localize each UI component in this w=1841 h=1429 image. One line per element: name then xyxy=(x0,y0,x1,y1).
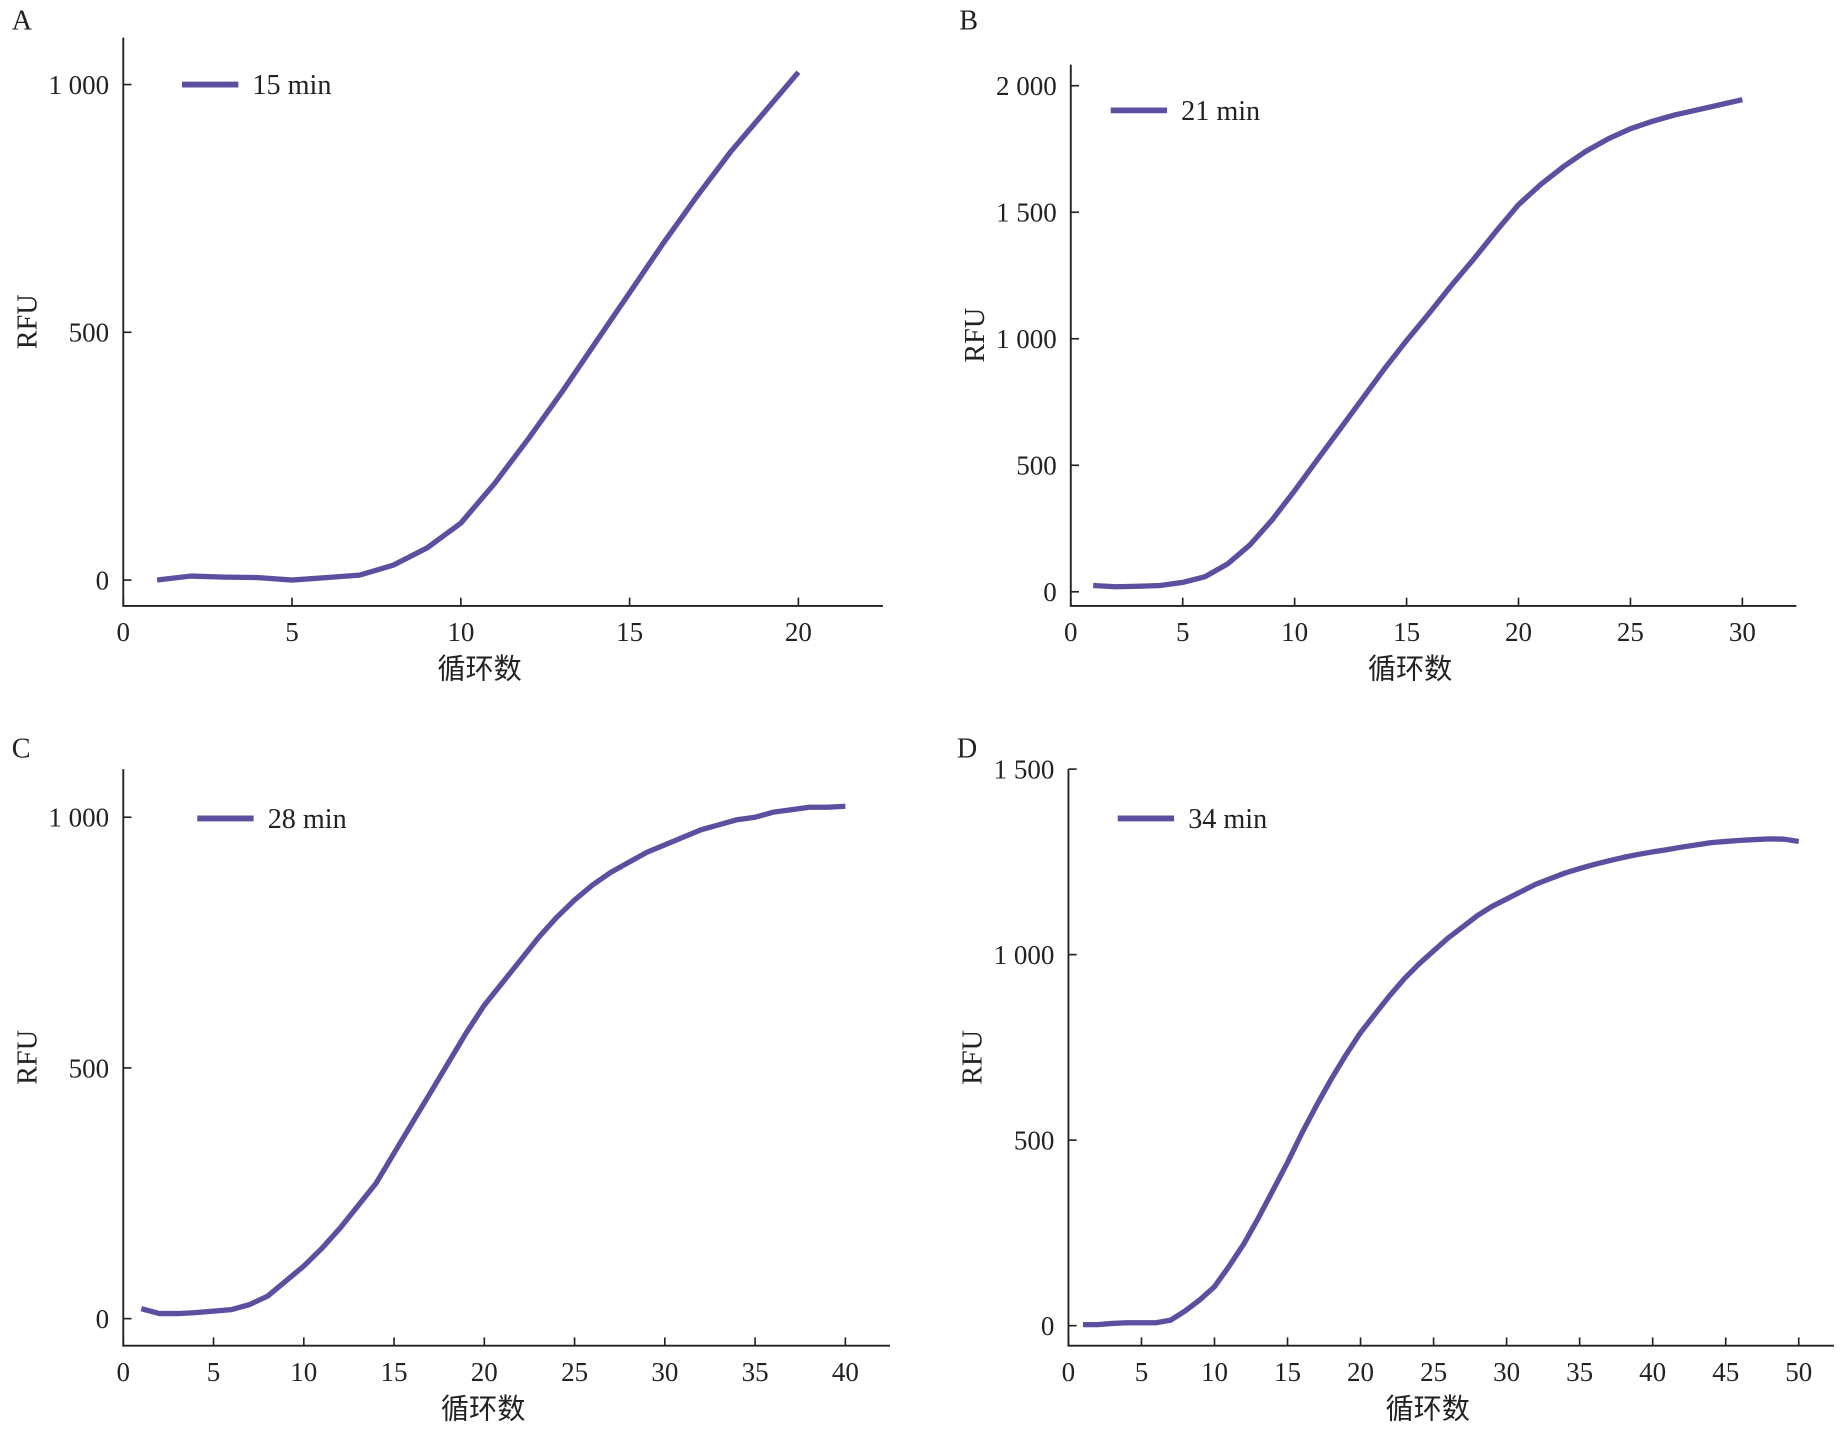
y-tick-label: 1 500 xyxy=(994,754,1055,784)
y-tick-label: 500 xyxy=(69,318,109,348)
panel-c: C 0 5 10 15 20 25 30 35 40 0 500 1 000 循环数 RFU 28 min xyxy=(12,733,890,1425)
panel-label: D xyxy=(957,733,977,764)
x-tick-label: 20 xyxy=(1505,617,1532,647)
series-line xyxy=(140,803,846,1317)
x-tick-label: 10 xyxy=(1281,617,1308,647)
y-tick-label: 1 000 xyxy=(996,324,1057,354)
x-tick-label: 15 xyxy=(381,1357,408,1387)
x-tick-label: 30 xyxy=(1729,617,1756,647)
legend-label: 28 min xyxy=(268,804,347,835)
x-tick-label: 5 xyxy=(1176,617,1189,647)
axes xyxy=(122,769,890,1347)
axes xyxy=(1069,64,1797,607)
panel-label: B xyxy=(959,5,978,36)
y-tick-label: 1 000 xyxy=(48,70,109,100)
x-tick-label: 20 xyxy=(471,1357,498,1387)
x-tick-label: 30 xyxy=(651,1357,678,1387)
panel-label: C xyxy=(12,733,31,764)
legend-label: 15 min xyxy=(252,70,331,101)
y-tick-label: 500 xyxy=(69,1053,109,1083)
panel-b: B 0 5 10 15 20 25 30 0 500 1 000 1 500 2 000 循环数 RFU 21… xyxy=(959,5,1797,686)
y-tick-label: 1 000 xyxy=(994,940,1055,970)
y-axis-label: RFU xyxy=(12,294,43,349)
x-tick-label: 0 xyxy=(117,1357,130,1387)
series-line xyxy=(156,70,801,583)
y-axis-label: RFU xyxy=(960,308,991,363)
x-tick-label: 40 xyxy=(832,1357,859,1387)
x-tick-label: 0 xyxy=(117,617,130,647)
series-line xyxy=(1093,97,1743,590)
x-tick-label: 10 xyxy=(447,617,474,647)
x-tick-label: 25 xyxy=(1420,1357,1447,1387)
x-axis-label: 循环数 xyxy=(1385,1393,1469,1425)
x-tick-label: 5 xyxy=(207,1357,220,1387)
x-tick-label: 35 xyxy=(742,1357,769,1387)
x-tick-label: 5 xyxy=(1135,1357,1148,1387)
legend-label: 21 min xyxy=(1181,96,1260,127)
y-axis-label: RFU xyxy=(958,1030,989,1085)
x-axis-label: 循环数 xyxy=(437,654,521,686)
x-tick-label: 0 xyxy=(1064,617,1077,647)
y-tick-label: 0 xyxy=(1043,577,1056,607)
y-tick-label: 1 000 xyxy=(48,803,109,833)
y-axis-label: RFU xyxy=(12,1030,43,1085)
x-tick-label: 15 xyxy=(616,617,643,647)
y-tick-label: 500 xyxy=(1016,451,1056,481)
x-tick-label: 15 xyxy=(1274,1357,1301,1387)
x-axis-label: 循环数 xyxy=(441,1393,525,1425)
panel-a: A 0 5 10 15 20 0 500 1 000 循环数 RFU 15 min xyxy=(12,5,883,686)
x-tick-label: 15 xyxy=(1393,617,1420,647)
x-tick-label: 50 xyxy=(1785,1357,1812,1387)
y-tick-label: 0 xyxy=(96,565,109,595)
x-tick-label: 45 xyxy=(1712,1357,1739,1387)
legend-label: 34 min xyxy=(1188,804,1267,835)
x-tick-label: 5 xyxy=(285,617,298,647)
y-tick-label: 0 xyxy=(1041,1311,1054,1341)
x-tick-label: 20 xyxy=(1347,1357,1374,1387)
x-axis-label: 循环数 xyxy=(1368,654,1452,686)
x-tick-label: 10 xyxy=(1201,1357,1228,1387)
axes xyxy=(122,37,883,607)
x-tick-label: 25 xyxy=(1617,617,1644,647)
x-tick-label: 35 xyxy=(1566,1357,1593,1387)
y-tick-label: 1 500 xyxy=(996,198,1057,228)
axes xyxy=(1067,769,1834,1347)
x-tick-label: 0 xyxy=(1062,1357,1075,1387)
x-tick-label: 40 xyxy=(1639,1357,1666,1387)
y-tick-label: 500 xyxy=(1014,1126,1054,1156)
x-tick-label: 25 xyxy=(561,1357,588,1387)
x-tick-label: 30 xyxy=(1493,1357,1520,1387)
x-tick-label: 10 xyxy=(290,1357,317,1387)
y-tick-label: 2 000 xyxy=(996,71,1057,101)
panel-label: A xyxy=(12,5,33,36)
series-line xyxy=(1082,836,1800,1328)
y-tick-label: 0 xyxy=(96,1304,109,1334)
x-tick-label: 20 xyxy=(785,617,812,647)
